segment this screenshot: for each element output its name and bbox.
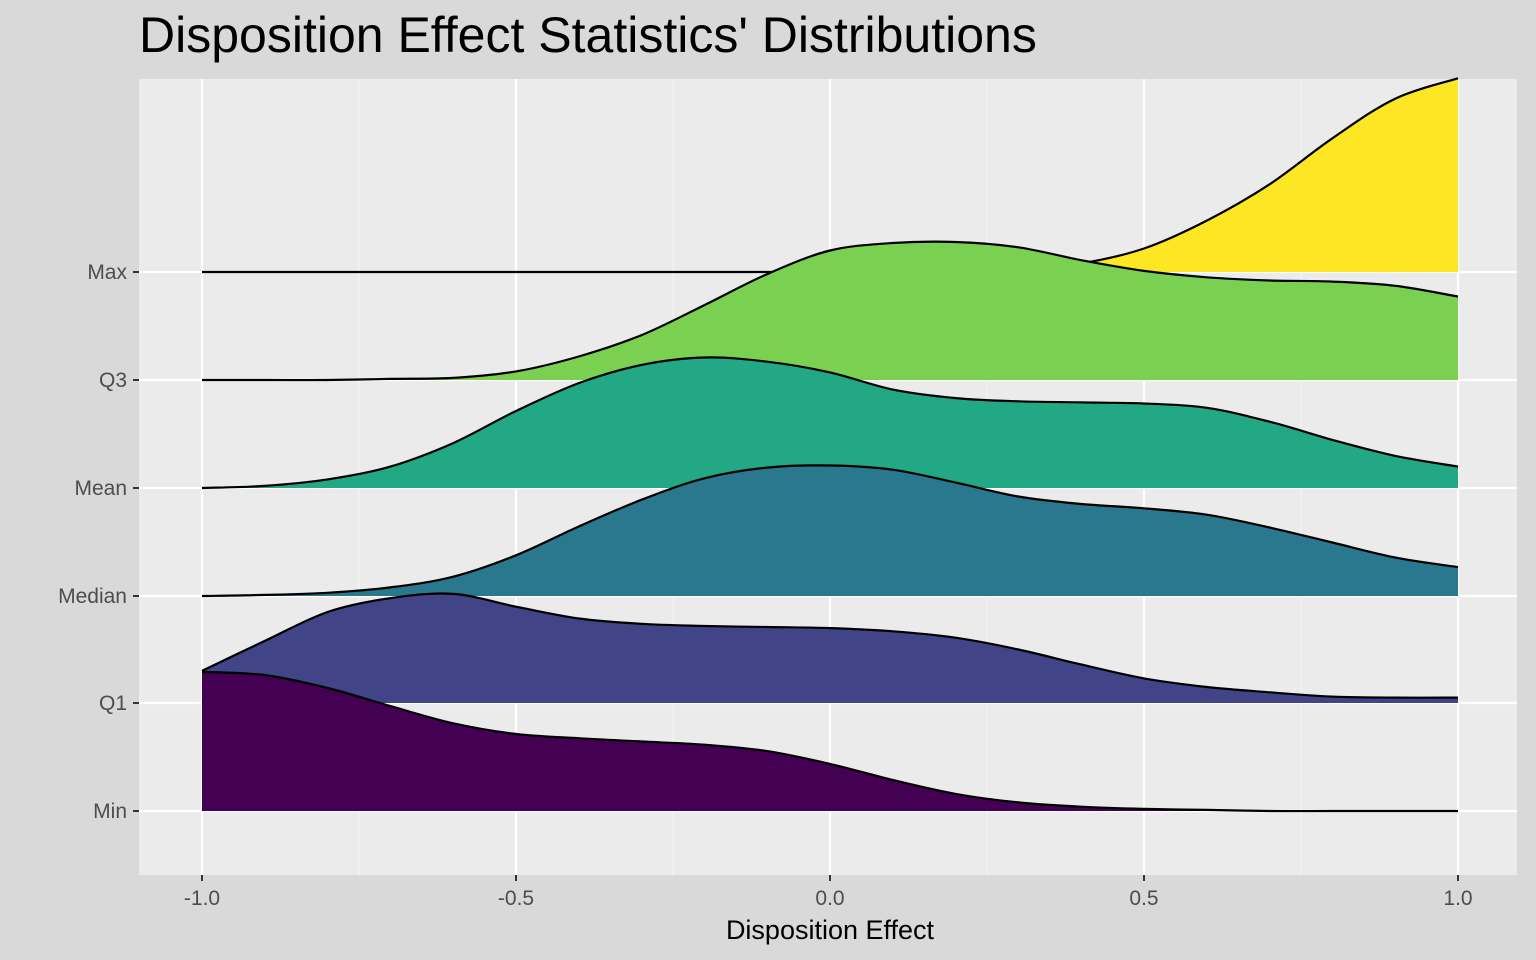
y-tick-label: Median bbox=[58, 585, 127, 608]
ridge-median bbox=[201, 464, 1459, 598]
ridge-q1 bbox=[201, 592, 1459, 703]
y-tick-label: Q1 bbox=[99, 692, 127, 715]
ridge-outline bbox=[201, 670, 1458, 813]
ridge-fill bbox=[202, 593, 1458, 703]
ridge-fill bbox=[202, 357, 1458, 488]
x-tick-label: 1.0 bbox=[1443, 887, 1472, 910]
ridge-outline bbox=[201, 464, 1459, 598]
chart-title: Disposition Effect Statistics' Distribut… bbox=[139, 7, 1037, 63]
density-ridges bbox=[201, 77, 1459, 813]
ridge-fill bbox=[202, 671, 1458, 812]
ridge-min bbox=[201, 670, 1458, 813]
x-axis: -1.0 -0.5 0.0 0.5 1.0 bbox=[184, 875, 1473, 910]
y-tick-label: Mean bbox=[74, 477, 127, 500]
x-tick-label: 0.5 bbox=[1129, 887, 1158, 910]
y-axis: Min Q1 Median Mean Q3 Max bbox=[58, 261, 139, 823]
x-tick-label: 0.0 bbox=[815, 887, 844, 910]
ridge-fill bbox=[202, 465, 1458, 596]
y-tick-label: Min bbox=[93, 800, 127, 823]
ridge-q3 bbox=[201, 240, 1459, 382]
ridge-outline bbox=[201, 356, 1459, 490]
ridge-outline bbox=[201, 592, 1459, 699]
x-tick-label: -0.5 bbox=[498, 887, 534, 910]
x-axis-title: Disposition Effect bbox=[726, 915, 935, 945]
x-tick-label: -1.0 bbox=[184, 887, 220, 910]
y-tick-label: Max bbox=[87, 261, 127, 284]
y-tick-label: Q3 bbox=[99, 369, 127, 392]
ridge-fill bbox=[202, 78, 1458, 273]
ridge-outline bbox=[201, 240, 1459, 382]
ridge-mean bbox=[201, 356, 1459, 490]
ridge-fill bbox=[202, 241, 1458, 381]
